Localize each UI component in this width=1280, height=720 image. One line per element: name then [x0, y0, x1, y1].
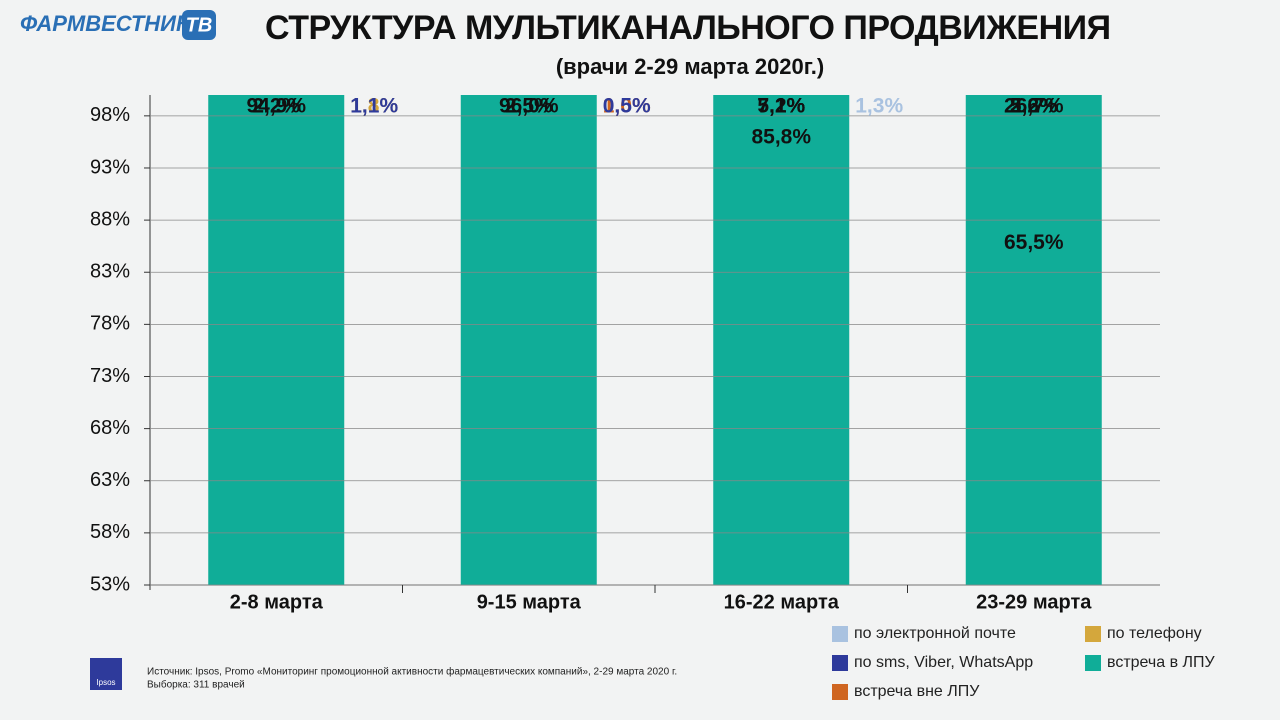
legend-label: по телефону: [1107, 625, 1202, 642]
sample-line: Выборка: 311 врачей: [147, 679, 245, 691]
data-label: 0,5%: [603, 95, 651, 118]
ipsos-text: Ipsos: [96, 678, 115, 687]
legend-swatch: [832, 684, 848, 700]
data-label: 2,6%: [1010, 95, 1058, 118]
bar-segment: [460, 95, 597, 585]
logo-badge: ТВ: [186, 14, 213, 36]
y-tick-label: 63%: [90, 469, 130, 491]
logo-name: ФАРМВЕСТНИК: [20, 11, 191, 36]
bar-segment: [208, 95, 345, 585]
y-tick-label: 53%: [90, 573, 130, 595]
y-tick-label: 78%: [90, 313, 130, 335]
legend-swatch: [832, 655, 848, 671]
y-tick-label: 58%: [90, 521, 130, 543]
legend-label: встреча вне ЛПУ: [854, 683, 980, 700]
x-tick-label: 16-22 марта: [724, 591, 840, 613]
ipsos-logo: [90, 658, 122, 690]
chart-subtitle: (врачи 2-29 марта 2020г.): [556, 54, 824, 79]
y-tick-label: 93%: [90, 156, 130, 178]
data-label: 7,1%: [757, 95, 805, 118]
data-label: 1,0%: [603, 95, 651, 118]
data-label: 5,2%: [757, 95, 805, 118]
x-tick-label: 2-8 марта: [230, 591, 324, 613]
x-tick-label: 23-29 марта: [976, 591, 1092, 613]
legend-label: встреча в ЛПУ: [1107, 654, 1216, 671]
bar-segment: [965, 95, 1102, 585]
legend-swatch: [1085, 655, 1101, 671]
y-tick-label: 88%: [90, 208, 130, 230]
data-label: 1,8%: [350, 95, 398, 118]
y-tick-label: 68%: [90, 417, 130, 439]
y-tick-label: 98%: [90, 104, 130, 126]
data-label: 7,1%: [757, 95, 805, 118]
bar-segment: [713, 95, 850, 585]
legend-swatch: [1085, 626, 1101, 642]
legend-swatch: [832, 626, 848, 642]
chart-title: СТРУКТУРА МУЛЬТИКАНАЛЬНОГО ПРОДВИЖЕНИЯ: [265, 9, 1111, 47]
data-label: 1,3%: [855, 95, 903, 118]
bars: [208, 95, 1102, 585]
data-label: 65,5%: [1004, 231, 1064, 254]
data-label: 2,2%: [252, 95, 300, 118]
data-label: 2,5%: [505, 95, 553, 118]
logo-badge-box: [182, 10, 216, 40]
data-label: 85,8%: [751, 125, 811, 148]
y-tick-label: 73%: [90, 365, 130, 387]
data-label: 1,1%: [350, 95, 398, 118]
legend-label: по электронной почте: [854, 625, 1016, 642]
x-tick-label: 9-15 марта: [477, 591, 582, 613]
data-label: 94,9%: [246, 95, 306, 118]
data-label: 5,2%: [1010, 95, 1058, 118]
source-line: Источник: Ipsos, Promo «Мониторинг промо…: [147, 666, 677, 678]
y-tick-label: 83%: [90, 261, 130, 283]
data-label: 26,7%: [1004, 95, 1064, 118]
legend-label: по sms, Viber, WhatsApp: [854, 654, 1033, 671]
data-label: 96,0%: [499, 95, 559, 118]
